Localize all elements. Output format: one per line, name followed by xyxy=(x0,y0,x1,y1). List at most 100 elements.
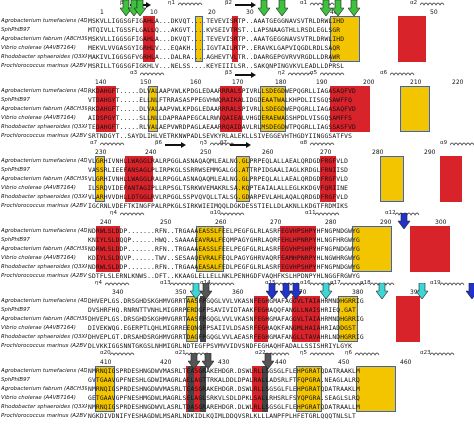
blue-arrow-icon xyxy=(289,282,303,300)
species-name-column: Agrobacterium tumefaciens (4DJA) SphPhlB9… xyxy=(1,17,87,71)
similarity-box xyxy=(186,296,198,342)
sequence-text: KNIYLSLDQQP......HWQ..SAAAAEAVRALFEQMPAG… xyxy=(88,237,360,244)
beta-strand-icon xyxy=(230,141,252,151)
cyan-arrow-icon xyxy=(189,282,203,300)
sequence-text: IGCRNLVDEFTKINGFPALRPKGLSIRKWIEIMQQLDGKD… xyxy=(88,203,349,210)
helix-coil-icon xyxy=(310,281,336,291)
secondary-structure-label: η6 xyxy=(345,350,352,356)
sequence-text: NMRNQIGSPRDESHNGDWVMASRLTEASGRAKEHDGR.DS… xyxy=(88,386,360,393)
helix-coil-icon xyxy=(105,281,131,291)
strict-identity-box xyxy=(143,16,155,62)
sequence-row: NDRWLSLDDP.......RFN..TRGAAAEASALFEDLPEG… xyxy=(88,263,472,272)
similarity-box xyxy=(400,86,430,132)
sequence-row: DIVEKWQG.EGERPTLQHLMIGRREEQNGFPSAIIVLDSA… xyxy=(88,324,472,333)
species-name: Agrobacterium tumefaciens (4DJA) xyxy=(1,368,87,374)
species-name: Agrobacterium tumefaciens (4DJA) xyxy=(1,18,87,24)
strict-identity-box xyxy=(398,16,426,62)
strict-identity-box xyxy=(96,226,120,272)
position-number: 290 xyxy=(424,149,436,156)
beta-strand-icon xyxy=(235,1,257,11)
sequence-text: RKDAHGFT.....DLVALAAPVWLKPDGLEDAARRRALSP… xyxy=(88,106,356,113)
alignment-block: 140 150 160 170 180 190 200 210 220 α3 β3 η2 α5 α6 Agr… xyxy=(0,70,474,140)
sequence-row: VASSRLIEEFANSAGLPLIRPKGLSSRRWSEMMGALGG.A… xyxy=(88,166,472,175)
species-name: Rhodobacter sphaeroides (Q3XP1) xyxy=(1,264,87,270)
secondary-structure-label: α5 xyxy=(310,70,318,76)
secondary-structure-label: η4 xyxy=(95,280,102,286)
strict-identity-box xyxy=(280,226,316,272)
species-name: Prochlorococcus marinus (A2BV85) xyxy=(1,273,87,279)
blue-arrow-icon xyxy=(279,282,293,300)
similarity-box xyxy=(95,366,115,412)
sequence-text: DIVEKWQG.EGERPTLQHLMIGRREEQNGFPSAIIVLDSA… xyxy=(88,325,356,332)
similarity-box xyxy=(352,226,392,272)
sequence-text: MEKVLVVGASGYIGRHLV...EQAKH....IGVTAILRTP… xyxy=(88,45,341,52)
sequence-row: KDIYLSLDQVP......TWV..SESAAQEVRALFEQLPAG… xyxy=(88,254,472,263)
alignment-block: 410 420 430 440 450 460 α20 α21 α22 η5 η6 α23 Agroba… xyxy=(0,350,474,420)
secondary-structure-label: β2 xyxy=(225,0,233,6)
secondary-structure-label: α7 xyxy=(90,140,98,146)
alignment-block: 240 250 260 270 280 290 300 η4 α10 α11 α12 Agrobact… xyxy=(0,210,474,280)
sequence-row: VLGRHIVNHLLWAGGLRALRPGGLASNAQAQMLEALNG.G… xyxy=(88,175,472,184)
position-number: 240 xyxy=(100,219,112,226)
sequence-rows: NMRNQIGSPRDESHNGDWVMASRLTEASGRAKEHDGR.DS… xyxy=(88,367,472,421)
position-number: 20 xyxy=(208,9,216,16)
helix-coil-icon xyxy=(140,71,166,81)
strict-identity-box xyxy=(220,86,242,132)
beta-strand-icon xyxy=(235,71,257,81)
marked-column-bar xyxy=(262,366,268,412)
sequence-rows: DHVEPLGS.DRSGHDSKGHMVGRRTAASFPGQGLVVLVKA… xyxy=(88,297,472,351)
species-name: Agrobacterium fabrum (A8CH39) xyxy=(1,36,87,42)
helix-coil-icon xyxy=(288,71,314,81)
helix-coil-icon xyxy=(440,281,466,291)
strict-identity-box xyxy=(320,156,336,202)
species-name: Agrobacterium fabrum (A8CH39) xyxy=(1,386,87,392)
position-number: 230 xyxy=(95,149,107,156)
position-number: 270 xyxy=(320,149,332,156)
sequence-text: DHVEPLGS.DRSGHDSKGHMVGRRTAASFPGQGLVVLVKA… xyxy=(88,298,364,305)
position-number: 420 xyxy=(160,359,172,366)
strict-identity-box xyxy=(440,156,462,202)
species-name: Vibrio cholerae (A4VB7164) xyxy=(1,325,76,331)
sequence-text: DHVEPLGS.DRSGHDSKGHMVGRRTAASFPGQGLVVLVKA… xyxy=(88,316,364,323)
species-name: Agrobacterium tumefaciens (4DJA) xyxy=(1,88,87,94)
green-arrow-icon xyxy=(319,0,333,17)
sequence-row: VLARHVVDHLLDTGGLRVLRPGGLSSPVQVQLLTALSG.G… xyxy=(88,193,472,202)
species-name-column: Agrobacterium tumefaciens (4DJA) SphPhlB9… xyxy=(1,157,87,211)
position-number: 280 xyxy=(325,219,337,226)
species-name: SphPhlB97 xyxy=(1,167,30,173)
strict-identity-box xyxy=(125,156,153,202)
sequence-text: ILSRQVIDEFANTAGIPLLRPSGLTSRKWVEMAKRLSA.K… xyxy=(88,185,349,192)
sequence-text: MSKVLLIGGSGFIGAHLA...DKVQT....TEVEVISRTP… xyxy=(88,18,345,25)
helix-coil-icon xyxy=(110,351,136,361)
species-name: Rhodobacter sphaeroides (Q3XP1) xyxy=(1,124,87,130)
species-name: Vibrio cholerae (A4VB7164) xyxy=(1,45,76,51)
similarity-box xyxy=(330,16,360,62)
sequence-row: MSKVLLIGGSGFIGAHLA...DKVQT....TEVEVISRTP… xyxy=(88,35,472,44)
species-name: Rhodobacter sphaeroides (Q3XP1) xyxy=(1,54,87,60)
helix-coil-icon xyxy=(120,211,146,221)
sequence-rows: VLGRHIVNHLLWAGGLRALRPGGLASNAQAQMLEALNG.G… xyxy=(88,157,472,211)
species-name-column: Agrobacterium tumefaciens (4DJA) SphPhlB9… xyxy=(1,297,87,351)
sequence-text: TEDAHGFT.....RLVALAEPVWRDPAGLAEAARRQAIDA… xyxy=(88,124,356,131)
sequence-row: DVSHRFHQ.RNRNTTVNHLMIGRRPERDGFPSAVIVIDTA… xyxy=(88,306,472,315)
sequence-row: NMRNQIGSPRDESHNGDWVMASRLTEASGRAKEHDGR.DS… xyxy=(88,367,472,376)
green-arrow-icon xyxy=(275,0,289,17)
strict-identity-box xyxy=(396,296,420,342)
beta-strand-icon xyxy=(165,141,187,151)
sequence-text: MSKVLLIGGSGFIGAHLA...DKVQT....TEVEVISRTP… xyxy=(88,36,345,43)
sequence-text: AIDSPGYT.....SLLNLLDAPRAAPEGCALRWVQAIEAL… xyxy=(88,115,353,122)
species-name: Prochlorococcus marinus (A2BV85) xyxy=(1,63,87,69)
strict-identity-box xyxy=(254,296,268,342)
secondary-structure-label: α6 xyxy=(380,70,388,76)
sequence-text: DHVEPLGT.DRSAHDSRGHMVGRRTDAGFPGQGLVVLAEA… xyxy=(88,334,364,341)
secondary-structure-label: β6 xyxy=(155,140,163,146)
species-name: Vibrio cholerae (A4VB7164) xyxy=(1,185,76,191)
sequence-text: SDTFLSLERNLKNWS..DFT..KKAAGLELLELLNKLPEN… xyxy=(88,273,360,280)
position-number: 260 xyxy=(215,219,227,226)
species-name: SphPhlB97 xyxy=(1,307,30,313)
similarity-box xyxy=(356,366,396,412)
position-number: 180 xyxy=(275,79,287,86)
species-name: Agrobacterium fabrum (A8CH39) xyxy=(1,246,87,252)
secondary-structure-label: α9 xyxy=(440,140,448,146)
